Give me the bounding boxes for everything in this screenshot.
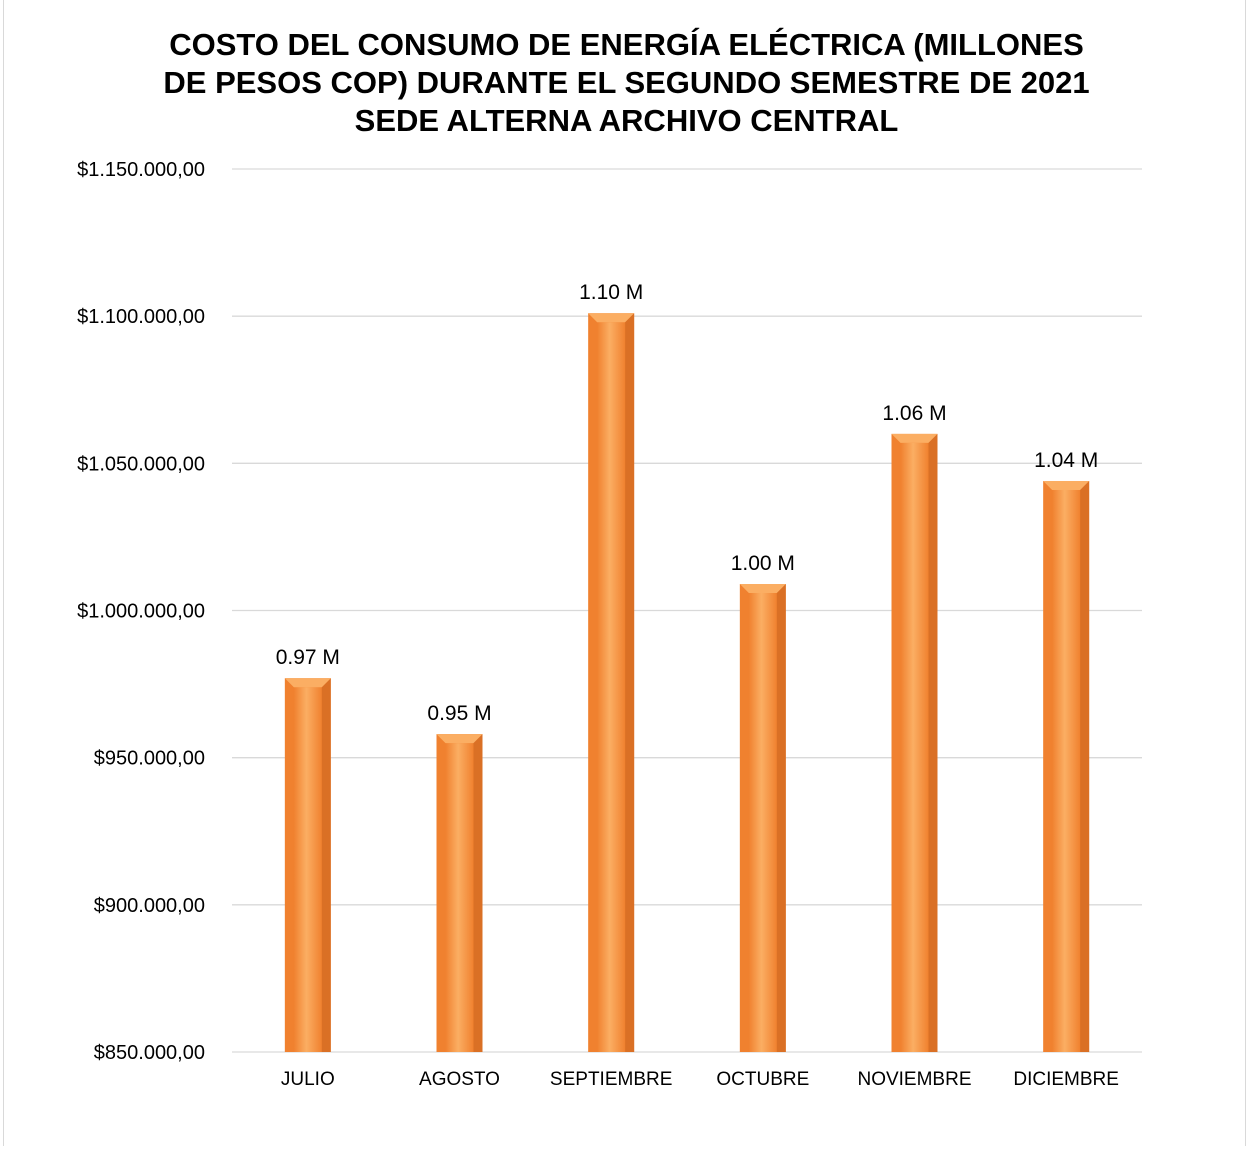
data-label: 0.97 M (276, 646, 340, 669)
x-category-label: AGOSTO (419, 1069, 500, 1090)
data-label: 1.00 M (731, 552, 795, 575)
chart-title: COSTO DEL CONSUMO DE ENERGÍA ELÉCTRICA (… (0, 26, 1249, 140)
bar-side-bevel (928, 433, 938, 1052)
chart-title-line-3: SEDE ALTERNA ARCHIVO CENTRAL (354, 103, 899, 138)
x-category-label: JULIO (281, 1069, 335, 1090)
chart-frame (3, 0, 1246, 1146)
chart-title-line-1: COSTO DEL CONSUMO DE ENERGÍA ELÉCTRICA (… (169, 27, 1084, 62)
bar-side-bevel (321, 678, 331, 1052)
bar-top-bevel (1043, 480, 1090, 490)
y-tick-label: $1.100.000,00 (77, 306, 205, 328)
bar (588, 313, 635, 1052)
bar-face (900, 442, 929, 1052)
data-label: 1.06 M (882, 402, 946, 425)
bar-side-bevel (776, 584, 786, 1052)
y-tick-label: $1.050.000,00 (77, 453, 205, 475)
data-labels: 0.97 M 0.95 M 1.10 M 1.00 M 1.06 M 1.04 M (276, 281, 1099, 725)
bar (891, 433, 938, 1052)
bar-side-bevel (625, 313, 635, 1052)
chart-title-line-2: DE PESOS COP) DURANTE EL SEGUNDO SEMESTR… (163, 65, 1090, 100)
bar-face (293, 687, 322, 1052)
bar (436, 734, 483, 1052)
x-axis-category-labels: JULIO AGOSTO SEPTIEMBRE OCTUBRE NOVIEMBRE DIC… (281, 1069, 1119, 1090)
bar-top-bevel (284, 678, 331, 688)
data-label: 1.04 M (1034, 449, 1098, 472)
y-tick-label: $1.000.000,00 (77, 601, 205, 623)
bar-top-bevel (588, 313, 635, 323)
bar (1043, 480, 1090, 1052)
y-axis-tick-labels: $850.000,00 $900.000,00 $950.000,00 $1.000.… (77, 159, 205, 1064)
data-label: 1.10 M (579, 281, 643, 304)
bar-face (748, 593, 777, 1052)
gridlines (232, 168, 1142, 1053)
bar-side-bevel (1080, 480, 1090, 1052)
x-category-label: SEPTIEMBRE (550, 1069, 672, 1090)
data-label: 0.95 M (427, 702, 491, 725)
bar-face (1052, 489, 1081, 1052)
bar-face (597, 322, 626, 1052)
y-tick-label: $850.000,00 (94, 1042, 205, 1064)
y-tick-label: $900.000,00 (94, 895, 205, 917)
bars (284, 313, 1090, 1052)
bar-face (445, 743, 474, 1052)
x-category-label: OCTUBRE (716, 1069, 809, 1090)
bar (739, 584, 786, 1052)
bar-side-bevel (473, 734, 483, 1052)
bar-top-bevel (436, 734, 483, 744)
bar-top-bevel (739, 584, 786, 594)
x-category-label: NOVIEMBRE (857, 1069, 971, 1090)
y-tick-label: $1.150.000,00 (77, 159, 205, 181)
bar-top-bevel (891, 433, 938, 443)
y-tick-label: $950.000,00 (94, 748, 205, 770)
bar (284, 678, 331, 1052)
x-category-label: DICIEMBRE (1013, 1069, 1119, 1090)
